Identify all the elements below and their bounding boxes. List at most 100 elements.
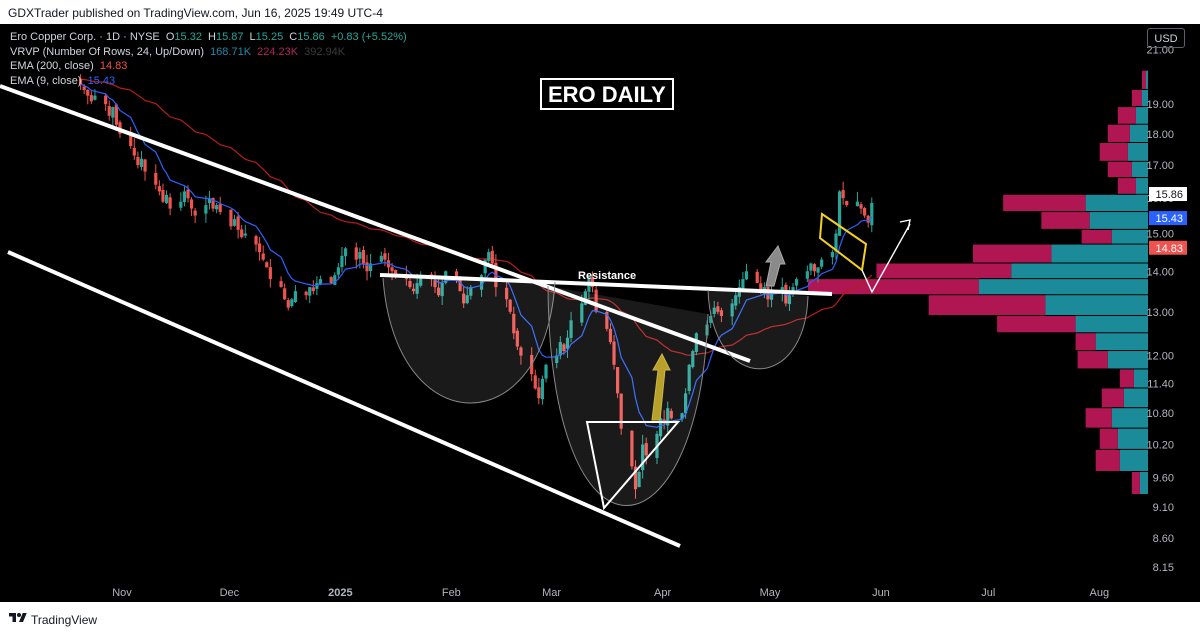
candle-body bbox=[834, 233, 838, 252]
vp-down-bar bbox=[1101, 388, 1124, 408]
tradingview-logo-icon[interactable] bbox=[8, 611, 28, 625]
legend-ema200-label: EMA (200, close) bbox=[10, 60, 94, 72]
vp-down-bar bbox=[1119, 369, 1134, 388]
x-tick-label: Dec bbox=[220, 587, 240, 599]
y-tick-label: 14.00 bbox=[1146, 266, 1174, 278]
candle-body bbox=[709, 316, 713, 323]
candle-body bbox=[666, 408, 670, 426]
vp-down-bar bbox=[928, 295, 1046, 316]
candle-body bbox=[186, 189, 190, 199]
candle-body bbox=[458, 279, 462, 292]
vp-down-bar bbox=[1095, 449, 1120, 471]
resistance-label: Resistance bbox=[578, 270, 636, 282]
candle-body bbox=[229, 209, 233, 227]
candle-body bbox=[358, 252, 362, 259]
candle-body bbox=[189, 199, 194, 209]
vp-down-bar bbox=[808, 279, 980, 295]
channel-upper-line[interactable] bbox=[0, 84, 751, 363]
candle-body bbox=[279, 281, 283, 288]
vp-up-bar bbox=[1045, 295, 1148, 316]
candle-body bbox=[415, 283, 419, 294]
candle-body bbox=[691, 351, 695, 368]
y-tick-label: 17.00 bbox=[1146, 160, 1174, 172]
vp-up-bar bbox=[1119, 449, 1148, 471]
candle-body bbox=[734, 295, 738, 306]
vp-up-bar bbox=[1117, 428, 1148, 449]
ascending-triangle[interactable] bbox=[585, 421, 681, 511]
chart-area[interactable]: 21.0019.0018.0017.0016.0015.0014.0013.00… bbox=[0, 24, 1200, 602]
candle-body bbox=[641, 444, 645, 471]
candle-body bbox=[730, 303, 734, 317]
candle-body bbox=[283, 288, 287, 300]
candle-body bbox=[612, 341, 616, 365]
candle-body bbox=[93, 95, 97, 100]
legend-symbol[interactable]: Ero Copper Corp. · 1D · NYSE bbox=[10, 31, 160, 43]
candle-body bbox=[465, 295, 469, 304]
candle-body bbox=[830, 252, 834, 258]
candle-body bbox=[419, 275, 423, 286]
candle-body bbox=[265, 262, 269, 268]
vp-down-bar bbox=[1081, 229, 1112, 244]
price-label: 15.86 bbox=[1155, 189, 1183, 201]
legend-vrvp-row[interactable]: VRVP (Number Of Rows, 24, Up/Down) 168.7… bbox=[10, 45, 410, 60]
candle-body bbox=[741, 279, 745, 289]
candle-body bbox=[143, 159, 147, 172]
candle-body bbox=[533, 375, 537, 389]
candle-body bbox=[379, 255, 383, 262]
candle-body bbox=[107, 106, 111, 116]
legend-ema200-row[interactable]: EMA (200, close) 14.83 bbox=[10, 59, 410, 74]
candle-body bbox=[411, 288, 416, 292]
candle-body bbox=[437, 287, 441, 296]
x-tick-label: Aug bbox=[1090, 587, 1110, 599]
vp-down-bar bbox=[1131, 471, 1140, 495]
vp-down-bar bbox=[1085, 408, 1112, 428]
channel-lower-line[interactable] bbox=[7, 250, 681, 548]
candle-body bbox=[540, 378, 545, 400]
x-tick-label: 2025 bbox=[328, 587, 352, 599]
candle-body bbox=[841, 190, 845, 199]
x-tick-label: Apr bbox=[654, 587, 671, 599]
candle-body bbox=[687, 364, 691, 391]
legend-ema9-row[interactable]: EMA (9, close) 15.43 bbox=[10, 74, 410, 89]
legend-vrvp-total: 392.94K bbox=[304, 45, 346, 58]
currency-button[interactable]: USD bbox=[1147, 28, 1185, 48]
y-tick-label: 8.15 bbox=[1153, 562, 1174, 574]
candle-body bbox=[79, 78, 83, 85]
ema200-layer bbox=[80, 78, 873, 356]
resistance-line[interactable] bbox=[379, 273, 833, 296]
candle-body bbox=[240, 229, 244, 238]
price-chart[interactable]: 21.0019.0018.0017.0016.0015.0014.0013.00… bbox=[0, 24, 1200, 602]
candle-body bbox=[182, 191, 187, 202]
price-label: 14.83 bbox=[1155, 243, 1183, 255]
candle-body bbox=[784, 284, 788, 304]
publisher-bar: GDXTrader published on TradingView.com, … bbox=[0, 0, 1200, 24]
candle-body bbox=[837, 191, 842, 236]
vp-up-bar bbox=[1135, 178, 1148, 194]
candle-body bbox=[161, 190, 165, 202]
candle-body bbox=[315, 283, 319, 289]
candle-body bbox=[354, 247, 358, 260]
legend-open: 15.32 bbox=[174, 31, 202, 43]
x-tick-label: Mar bbox=[542, 587, 561, 599]
candle-body bbox=[633, 466, 638, 490]
candle-body bbox=[454, 271, 459, 280]
legend-vrvp-label: VRVP (Number Of Rows, 24, Up/Down) bbox=[10, 45, 204, 58]
y-tick-label: 9.60 bbox=[1153, 473, 1174, 485]
candle-body bbox=[716, 306, 720, 312]
y-tick-label: 8.60 bbox=[1153, 533, 1174, 545]
vp-up-bar bbox=[1123, 388, 1148, 408]
candle-body bbox=[619, 393, 623, 429]
candle-body bbox=[218, 204, 222, 213]
y-tick-label: 10.80 bbox=[1146, 408, 1174, 420]
tradingview-brand[interactable]: TradingView bbox=[31, 613, 98, 627]
candle-body bbox=[340, 255, 344, 268]
legend-ema9-value: 15.43 bbox=[87, 74, 116, 87]
candles-layer bbox=[79, 74, 874, 499]
vp-up-bar bbox=[1131, 161, 1148, 178]
axes-layer: 21.0019.0018.0017.0016.0015.0014.0013.00… bbox=[112, 44, 1187, 599]
y-tick-label: 9.10 bbox=[1153, 502, 1174, 514]
drawings-layer bbox=[0, 84, 911, 548]
candle-body bbox=[329, 277, 333, 284]
arc-head bbox=[547, 285, 709, 506]
candle-body bbox=[680, 413, 684, 420]
